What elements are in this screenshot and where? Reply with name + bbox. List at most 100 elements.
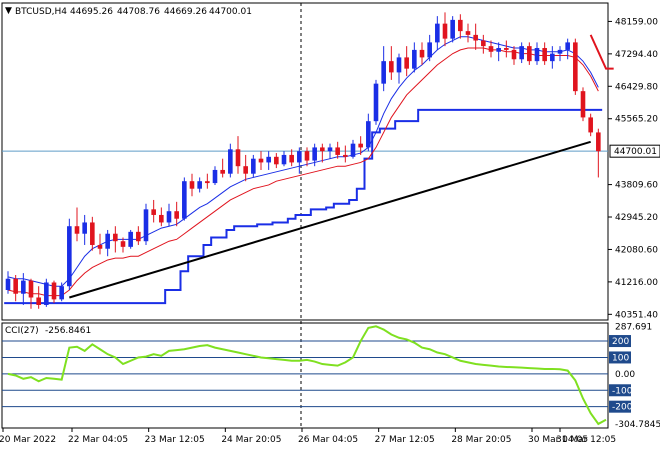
price-tick-label: 42945.20 xyxy=(615,213,658,223)
cci-level-box xyxy=(609,351,631,364)
cci-level-box xyxy=(609,384,631,397)
candle-body xyxy=(166,211,172,223)
ma-slow-line xyxy=(7,47,599,297)
candle-body xyxy=(573,42,578,92)
candle-body xyxy=(396,57,402,73)
candle-body xyxy=(450,19,455,39)
candle-body xyxy=(550,53,555,62)
candle-body xyxy=(143,209,149,242)
candle-body xyxy=(389,61,394,73)
candle-body xyxy=(274,156,279,165)
cci-tick-label: 287.691 xyxy=(615,323,652,333)
stop-level-line xyxy=(4,108,603,305)
candle-body xyxy=(235,149,241,167)
candle-body xyxy=(258,158,264,163)
candle-body xyxy=(565,42,570,50)
candle-body xyxy=(44,282,49,305)
time-tick-label: 20 Mar 2022 xyxy=(0,435,56,445)
candle-body xyxy=(488,46,494,52)
cci-tick-label: -100 xyxy=(612,386,633,396)
time-tick-label: 30 Mar 04:05 xyxy=(528,435,588,445)
candle-body xyxy=(159,214,164,223)
candle-body xyxy=(51,282,57,300)
candles-layer xyxy=(5,12,601,309)
price-tick-label: 45565.20 xyxy=(615,115,658,125)
axis-layer: 48159.00 47294.40 46429.80 45565.20 43809.60… xyxy=(0,17,660,445)
cci-tick-label: -200 xyxy=(612,403,633,413)
time-tick-label: 22 Mar 04:05 xyxy=(68,435,128,445)
candle-body xyxy=(90,222,95,245)
candle-body xyxy=(481,40,486,47)
candle-body xyxy=(189,181,195,189)
ohlc-low: 44669.26 xyxy=(164,7,207,17)
candle-body xyxy=(113,233,118,242)
candle-body xyxy=(465,31,471,35)
time-tick-label: 28 Mar 20:05 xyxy=(451,435,511,445)
time-tick-label: 26 Mar 04:05 xyxy=(298,435,358,445)
candle-body xyxy=(197,181,202,189)
candle-body xyxy=(335,147,340,155)
candle-body xyxy=(228,149,233,174)
candle-body xyxy=(527,46,532,62)
candle-body xyxy=(350,143,356,157)
candle-body xyxy=(120,241,126,247)
ohlc-high: 44708.76 xyxy=(117,7,160,17)
cci-name: CCI(27) xyxy=(5,326,39,336)
candle-body xyxy=(580,91,586,118)
candle-body xyxy=(21,280,26,294)
current-price-label: 44700.01 xyxy=(614,147,657,157)
current-price-box xyxy=(609,144,660,158)
channel-segment xyxy=(589,34,614,70)
cci-pane-frame xyxy=(1,322,609,429)
candle-body xyxy=(504,48,509,50)
candle-body xyxy=(534,48,540,62)
candle-body xyxy=(36,297,41,305)
ohlc-close: 44700.01 xyxy=(209,7,252,17)
cci-line xyxy=(7,325,607,426)
price-tick-label: 48159.00 xyxy=(615,17,658,27)
cci-tick-label: -304.7845 xyxy=(615,420,660,430)
candle-body xyxy=(5,278,11,290)
ohlc-open: 44695.26 xyxy=(70,7,113,17)
candle-body xyxy=(588,117,593,133)
candle-body xyxy=(205,181,210,184)
time-tick-label: 23 Mar 12:05 xyxy=(145,435,205,445)
candle-body xyxy=(28,280,34,298)
candle-body xyxy=(251,158,256,174)
candle-body xyxy=(519,46,524,60)
cci-value: -256.8461 xyxy=(45,326,91,336)
candle-body xyxy=(542,48,547,62)
header-marker-icon: ▼ xyxy=(5,6,12,16)
candle-body xyxy=(358,143,363,148)
candle-body xyxy=(74,226,80,234)
candle-body xyxy=(59,286,64,300)
candle-body xyxy=(412,49,417,69)
price-tick-label: 41216.00 xyxy=(615,278,658,288)
candle-body xyxy=(427,42,432,58)
indicator-lines xyxy=(4,34,614,305)
candle-body xyxy=(212,169,218,184)
grid-layer xyxy=(1,2,609,429)
candle-body xyxy=(596,132,601,152)
candle-body xyxy=(297,151,302,163)
cci-tick-label: 100 xyxy=(612,353,629,363)
cci-tick-label: 0.00 xyxy=(615,370,635,380)
candle-body xyxy=(473,34,478,41)
price-tick-label: 40351.40 xyxy=(615,310,658,320)
price-tick-label: 42080.60 xyxy=(615,245,658,255)
candle-body xyxy=(557,49,563,54)
candle-body xyxy=(243,166,248,174)
cci-layer xyxy=(7,325,607,426)
candle-body xyxy=(304,151,310,161)
cci-level-box xyxy=(609,400,631,413)
candle-body xyxy=(435,23,440,43)
time-tick-label: 24 Mar 20:05 xyxy=(221,435,281,445)
candle-body xyxy=(174,211,179,219)
candle-body xyxy=(327,147,333,152)
candle-body xyxy=(458,19,463,32)
candle-body xyxy=(151,209,156,215)
candle-body xyxy=(82,222,87,234)
price-tick-label: 46429.80 xyxy=(615,82,658,92)
candle-body xyxy=(266,156,271,163)
